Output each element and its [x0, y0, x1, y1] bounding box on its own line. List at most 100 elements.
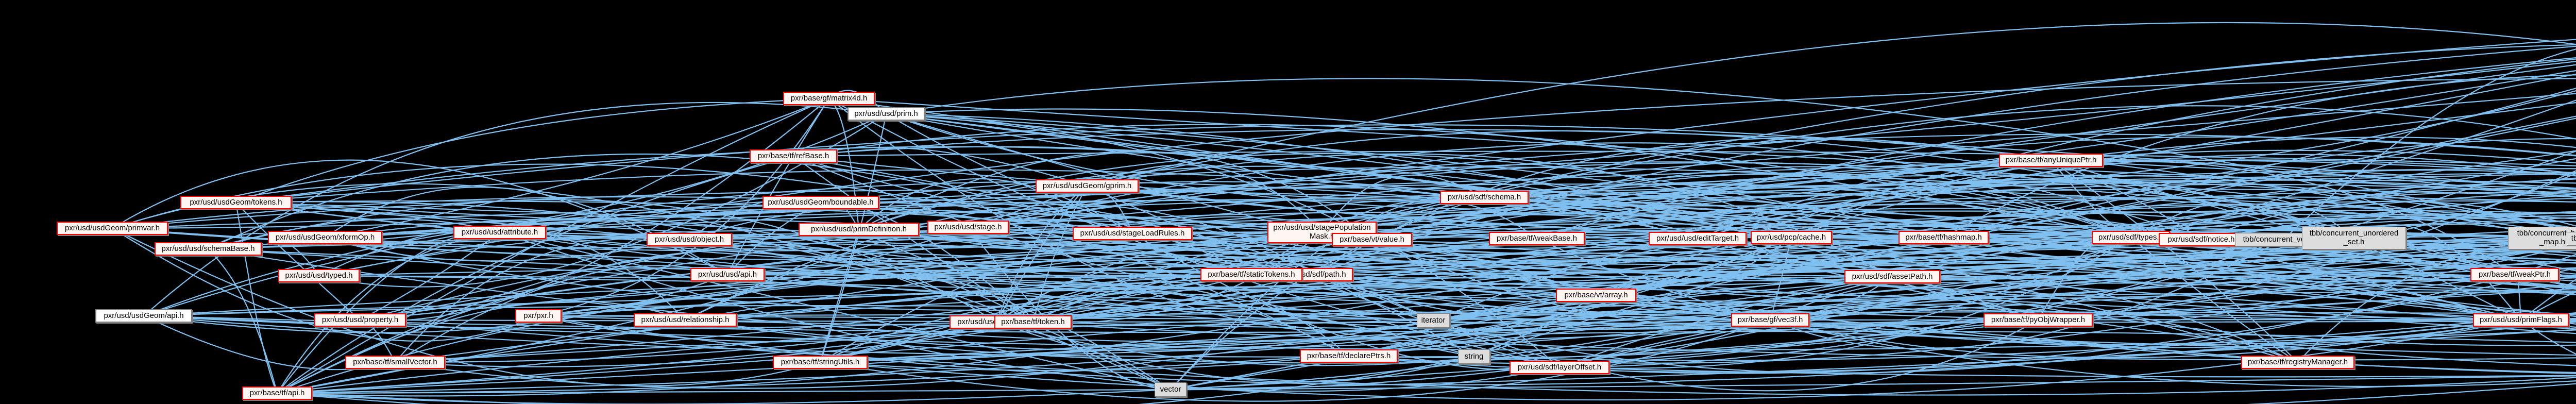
graph-edge	[1536, 238, 2576, 292]
graph-node[interactable]: pxr/pxr.h	[515, 309, 562, 323]
graph-edge	[1536, 238, 2521, 359]
graph-node[interactable]: pxr/usd/sdf/assetPath.h	[1844, 270, 1940, 283]
graph-node[interactable]: pxr/usd/usd/typed.h	[278, 269, 360, 282]
graph-node[interactable]: pxr/usd/usdGeom/gprim.h	[1036, 179, 1139, 193]
graph-node[interactable]: tbb/spin_rw_mutex.h	[2566, 232, 2576, 245]
graph-node[interactable]: pxr/usd/sdf/notice.h	[2159, 233, 2244, 246]
graph-node[interactable]: pxr/base/tf/token.h	[994, 315, 1072, 329]
graph-edge	[1596, 211, 2576, 296]
graph-edge	[886, 113, 2576, 270]
graph-edge	[208, 247, 2576, 321]
graph-node[interactable]: pxr/base/gf/vec3f.h	[1731, 313, 1809, 327]
graph-edge	[395, 237, 1537, 363]
graph-node[interactable]: pxr/base/tf/refBase.h	[750, 149, 837, 163]
graph-node[interactable]: pxr/usd/usd/property.h	[314, 313, 406, 327]
graph-node[interactable]: pxr/usd/usdGeom/xformOp.h	[268, 231, 382, 244]
graph-node[interactable]: pxr/usd/usd/prim.h	[848, 107, 925, 121]
graph-node[interactable]: pxr/usd/usd/editTarget.h	[1649, 232, 1747, 245]
graph-node[interactable]: pxr/usd/usd/schemaBase.h	[155, 242, 262, 256]
graph-edge	[1032, 282, 1771, 324]
graph-edge	[886, 78, 2576, 233]
graph-node[interactable]: pxr/base/vt/value.h	[1332, 233, 1412, 246]
graph-node[interactable]: pxr/base/tf/anyUniquePtr.h	[1999, 154, 2103, 167]
graph-edge	[499, 198, 1434, 321]
graph-edge	[1315, 274, 1475, 357]
graph-node[interactable]: pxr/base/tf/api.h	[242, 386, 312, 400]
graph-node[interactable]: pxr/usd/usd/attribute.h	[453, 226, 546, 239]
graph-node[interactable]: pxr/base/tf/weakPtr.h	[2470, 268, 2559, 281]
graph-edge	[277, 270, 1771, 394]
graph-edge	[727, 202, 821, 275]
graph-node[interactable]: pxr/base/tf/registryManager.h	[2241, 356, 2354, 369]
graph-node[interactable]: pxr/usd/usd/primDefinition.h	[799, 223, 919, 236]
graph-node[interactable]: pxr/base/tf/weakBase.h	[1489, 232, 1585, 245]
graph-edge	[1484, 173, 2576, 199]
graph-node[interactable]: pxr/usd/usdGeom/boundable.h	[762, 196, 879, 209]
graph-edge	[1473, 312, 2576, 361]
graph-edge	[1433, 117, 2576, 322]
graph-edge	[1433, 241, 2576, 323]
graph-node[interactable]: vector	[1155, 382, 1187, 397]
graph-node[interactable]: pxr/base/tf/staticTokens.h	[1200, 268, 1302, 281]
graph-node[interactable]: pxr/usd/usd/relationship.h	[634, 313, 737, 327]
graph-edge	[143, 314, 2576, 351]
graph-node[interactable]: pxr/base/gf/matrix4d.h	[783, 92, 875, 105]
graph-edge	[2050, 159, 2202, 240]
graph-edge	[886, 113, 1944, 239]
graph-node[interactable]: pxr/usd/usd/api.h	[690, 268, 765, 281]
graph-node[interactable]: pxr/base/vt/array.h	[1556, 289, 1636, 302]
graph-edge	[1697, 159, 2052, 240]
graph-node[interactable]: pxr/usd/usd/stageLoadRules.h	[1073, 227, 1192, 240]
graph-edge	[2050, 159, 2576, 295]
graph-edge	[1536, 180, 2576, 240]
graph-edge	[2050, 137, 2576, 162]
graph-edge	[1321, 231, 2521, 348]
graph-node[interactable]: pxr/usd/usd/primFlags.h	[2473, 313, 2569, 327]
graph-edge	[968, 227, 1171, 391]
graph-edge	[1371, 239, 1771, 326]
graph-node[interactable]: pxr/usd/sdf/schema.h	[1440, 191, 1529, 204]
graph-edge	[1473, 244, 2576, 364]
graph-edge	[1315, 237, 1792, 320]
graph-node[interactable]: pxr/usd/usdGeom/primvar.h	[57, 222, 168, 235]
graph-edge	[395, 231, 1323, 364]
graph-node[interactable]: pxr/base/tf/pyObjWrapper.h	[1984, 313, 2093, 327]
graph-edge	[208, 248, 278, 394]
graph-edge	[1943, 233, 2576, 257]
graph-node[interactable]: tbb/concurrent_unordered _set.h	[2302, 227, 2406, 249]
graph-edge	[1170, 243, 2576, 392]
graph-edge	[886, 113, 2521, 322]
graph-edge	[968, 162, 2515, 276]
graph-node[interactable]: pxr/usd/usdGeom/tokens.h	[180, 196, 292, 209]
graph-node[interactable]: iterator	[1417, 313, 1450, 328]
graph-node[interactable]: tbb/concurrent_hash _map.h	[2508, 227, 2576, 249]
graph-edge	[689, 208, 1349, 357]
graph-node[interactable]: pxr/base/tf/stringUtils.h	[773, 356, 868, 369]
graph-edge	[360, 98, 829, 322]
graph-edge	[1484, 196, 2576, 278]
graph-node[interactable]: pxr/usd/sdf/types.h	[2092, 231, 2170, 244]
graph-edge	[1943, 88, 2576, 239]
graph-node[interactable]: pxr/usd/usd/stage.h	[927, 221, 1009, 234]
graph-edge	[1559, 366, 2576, 378]
graph-edge	[1433, 256, 2576, 322]
graph-edge	[277, 231, 500, 394]
graph-edge	[1697, 237, 2576, 281]
graph-edge	[968, 92, 2576, 228]
graph-edge	[1536, 136, 2576, 240]
graph-edge	[1348, 249, 2576, 358]
graph-edge	[1321, 105, 2576, 233]
graph-node[interactable]: pxr/usd/usdGeom/api.h	[95, 309, 192, 323]
graph-edge	[143, 288, 2576, 333]
graph-node[interactable]: pxr/base/tf/hashmap.h	[1899, 231, 1989, 244]
graph-node[interactable]: pxr/base/tf/smallVector.h	[345, 356, 445, 369]
graph-edge	[1170, 99, 2576, 391]
graph-edge	[325, 232, 1560, 369]
graph-node[interactable]: pxr/usd/sdf/layerOffset.h	[1510, 361, 1609, 374]
graph-edge	[277, 159, 2052, 397]
graph-node[interactable]: string	[1458, 349, 1490, 364]
graph-node[interactable]: pxr/base/tf/declarePtrs.h	[1300, 349, 1398, 363]
graph-node[interactable]: pxr/usd/pcp/cache.h	[1751, 231, 1832, 244]
graph-node[interactable]: pxr/usd/usd/object.h	[647, 233, 732, 246]
